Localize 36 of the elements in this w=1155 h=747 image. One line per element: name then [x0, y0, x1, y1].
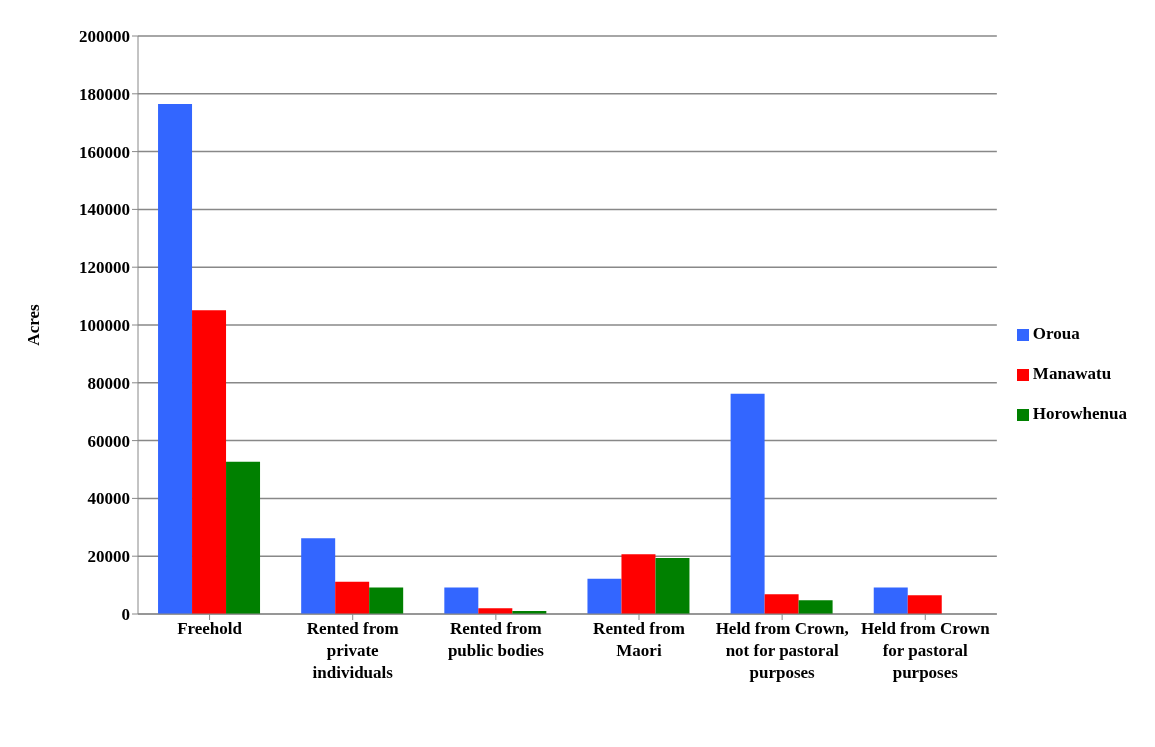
bar	[730, 393, 765, 614]
bar	[907, 595, 942, 614]
bar	[158, 103, 193, 614]
y-tick-label: 20000	[87, 547, 130, 567]
y-tick-label: 100000	[79, 316, 130, 336]
y-tick-label: 140000	[79, 200, 130, 220]
y-tick-label: 80000	[87, 373, 130, 393]
y-tick-label: 40000	[87, 489, 130, 509]
y-tick-label: 0	[121, 605, 130, 625]
y-tick-label: 200000	[79, 27, 130, 47]
bar	[873, 587, 908, 614]
y-tick-label: 120000	[79, 258, 130, 278]
bar	[192, 310, 227, 614]
bar	[655, 557, 690, 614]
x-tick-label: Rented from Maori	[593, 619, 685, 660]
bar	[587, 578, 622, 614]
bar	[226, 461, 261, 614]
bar	[764, 594, 799, 614]
x-tick-label: Held from Crown, not for pastoral purposes	[715, 619, 849, 682]
x-tick-label: Rented from private individuals	[306, 619, 399, 682]
bar	[301, 538, 336, 614]
bar	[369, 587, 404, 614]
x-tick-label: Rented from public bodies	[447, 619, 545, 660]
bar	[335, 581, 370, 614]
y-axis-title: Acres	[24, 304, 44, 346]
legend-label: Horowhenua	[1032, 403, 1127, 423]
bar	[444, 587, 479, 614]
legend-label: Oroua	[1032, 323, 1080, 343]
bar	[798, 600, 833, 614]
bar	[621, 554, 656, 614]
legend-label: Manawatu	[1032, 363, 1112, 383]
y-tick-label: 180000	[79, 84, 130, 104]
y-tick-label: 160000	[79, 142, 130, 162]
x-tick-label: Held from Crown for pastoral purposes	[860, 619, 991, 682]
x-tick-label: Freehold	[177, 619, 243, 638]
y-tick-label: 60000	[87, 431, 130, 451]
